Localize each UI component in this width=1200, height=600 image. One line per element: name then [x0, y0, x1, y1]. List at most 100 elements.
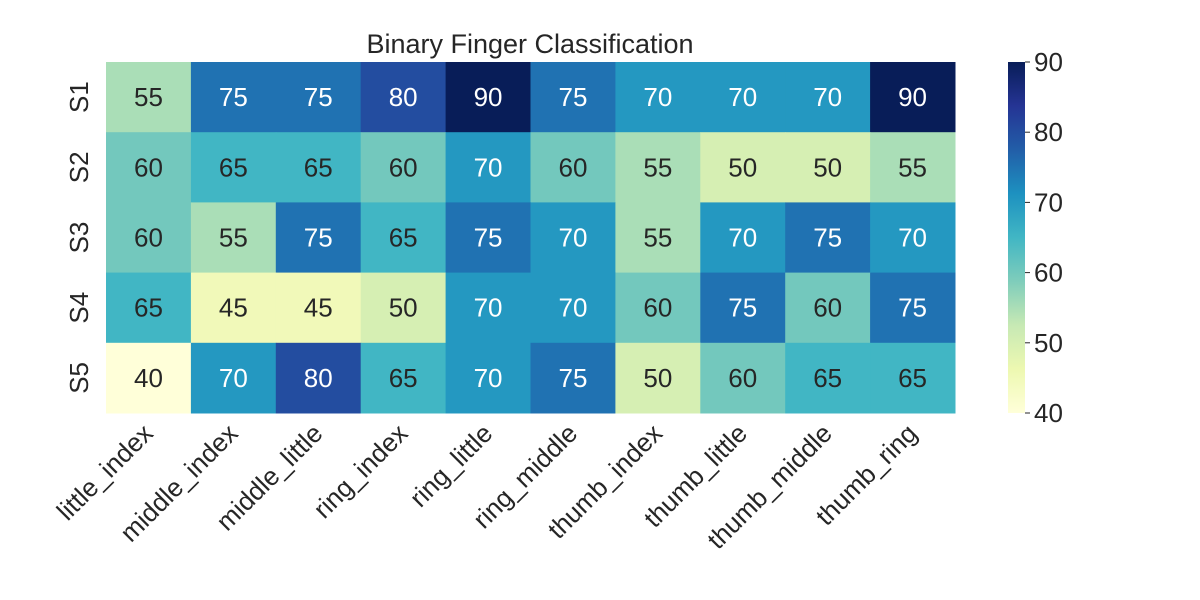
heatmap-cell-S4-middle_index — [190, 272, 277, 344]
heatmap-cell-S3-thumb_middle — [785, 202, 871, 274]
y-tick-label-S3: S3 — [64, 222, 94, 254]
heatmap-cell-S4-thumb_middle — [785, 272, 871, 344]
cell-value-label: 60 — [643, 293, 672, 323]
cell-value-label: 90 — [898, 82, 927, 112]
cell-value-label: 70 — [898, 223, 927, 253]
cell-value-label: 70 — [474, 293, 503, 323]
heatmap-cell-S5-thumb_little — [700, 342, 786, 414]
cell-value-label: 75 — [558, 363, 587, 393]
heatmap-cell-S5-middle_little — [275, 342, 362, 414]
heatmap-cell-S5-ring_little — [445, 342, 531, 414]
cell-value-label: 70 — [558, 223, 587, 253]
heatmap-cell-S2-little_index — [106, 132, 192, 203]
y-tick-label-S2: S2 — [64, 151, 94, 183]
colorbar: 40 50 60 70 80 90 — [1008, 47, 1063, 428]
cell-value-label: 80 — [304, 363, 333, 393]
x-tick-label-ring_index: ring_index — [307, 418, 413, 524]
heatmap-cell-S1-ring_index — [360, 62, 447, 133]
heatmap-cell-S3-thumb_ring — [870, 202, 956, 274]
heatmap-cell-S4-ring_index — [360, 272, 447, 344]
x-tick-labels: little_indexmiddle_indexmiddle_littlerin… — [51, 418, 923, 555]
heatmap-cell-S5-little_index — [106, 342, 192, 414]
cell-value-label: 80 — [389, 82, 418, 112]
heatmap-cell-S1-thumb_middle — [785, 62, 871, 133]
colorbar-tick-label-70: 70 — [1034, 187, 1063, 217]
heatmap-cell-S3-ring_middle — [530, 202, 616, 274]
heatmap-cell-S4-middle_little — [275, 272, 362, 344]
cell-value-label: 60 — [389, 152, 418, 182]
cell-value-label: 45 — [219, 293, 248, 323]
heatmap-cell-S3-ring_little — [445, 202, 531, 274]
heatmap-cell-S4-little_index — [106, 272, 192, 344]
heatmap-cell-S3-middle_little — [275, 202, 362, 274]
cell-value-label: 75 — [219, 82, 248, 112]
cell-value-label: 55 — [898, 152, 927, 182]
cell-value-label: 70 — [558, 293, 587, 323]
heatmap-cell-S5-ring_index — [360, 342, 447, 414]
heatmap-cell-S5-thumb_index — [615, 342, 701, 414]
heatmap-cell-S4-ring_little — [445, 272, 531, 344]
heatmap-cell-S1-thumb_ring — [870, 62, 956, 133]
cell-value-label: 70 — [219, 363, 248, 393]
cell-value-label: 55 — [643, 223, 672, 253]
colorbar-tick-label-60: 60 — [1034, 258, 1063, 288]
cell-value-label: 75 — [304, 82, 333, 112]
cell-value-label: 75 — [304, 223, 333, 253]
cell-value-label: 70 — [728, 82, 757, 112]
cell-value-label: 70 — [474, 363, 503, 393]
heatmap-cell-S3-thumb_little — [700, 202, 786, 274]
cell-value-label: 65 — [219, 152, 248, 182]
cell-value-label: 60 — [813, 293, 842, 323]
cell-value-label: 50 — [643, 363, 672, 393]
y-tick-label-S1: S1 — [64, 81, 94, 113]
heatmap-cells: 55 75 75 80 90 75 70 70 70 90 60 65 65 60 70 60 55 50 50 55… — [106, 62, 956, 414]
cell-value-label: 50 — [389, 293, 418, 323]
heatmap-cell-S1-little_index — [106, 62, 192, 133]
heatmap-cell-S2-middle_little — [275, 132, 362, 203]
heatmap-cell-S2-thumb_ring — [870, 132, 956, 203]
colorbar-gradient — [1008, 62, 1025, 413]
heatmap-cell-S2-middle_index — [190, 132, 277, 203]
cell-value-label: 45 — [304, 293, 333, 323]
cell-value-label: 60 — [134, 223, 163, 253]
heatmap-cell-S3-middle_index — [190, 202, 277, 274]
cell-value-label: 60 — [728, 363, 757, 393]
cell-value-label: 70 — [643, 82, 672, 112]
heatmap-cell-S1-middle_index — [190, 62, 277, 133]
cell-value-label: 65 — [134, 293, 163, 323]
cell-value-label: 70 — [474, 152, 503, 182]
heatmap-cell-S4-thumb_index — [615, 272, 701, 344]
y-tick-label-S4: S4 — [64, 292, 94, 324]
cell-value-label: 65 — [813, 363, 842, 393]
chart-title: Binary Finger Classification — [366, 29, 693, 59]
cell-value-label: 40 — [134, 363, 163, 393]
heatmap-cell-S1-ring_little — [445, 62, 531, 133]
cell-value-label: 50 — [813, 152, 842, 182]
heatmap-cell-S3-ring_index — [360, 202, 447, 274]
heatmap-cell-S5-thumb_middle — [785, 342, 871, 414]
cell-value-label: 50 — [728, 152, 757, 182]
heatmap-cell-S2-ring_middle — [530, 132, 616, 203]
y-tick-labels: S1 S2 S3 S4 S5 — [64, 81, 94, 394]
cell-value-label: 65 — [389, 363, 418, 393]
heatmap-cell-S4-thumb_little — [700, 272, 786, 344]
cell-value-label: 75 — [728, 293, 757, 323]
colorbar-tick-label-90: 90 — [1034, 47, 1063, 77]
cell-value-label: 90 — [474, 82, 503, 112]
heatmap-cell-S5-ring_middle — [530, 342, 616, 414]
cell-value-label: 70 — [813, 82, 842, 112]
heatmap-cell-S4-thumb_ring — [870, 272, 956, 344]
y-tick-label-S5: S5 — [64, 362, 94, 394]
cell-value-label: 75 — [558, 82, 587, 112]
heatmap-cell-S3-little_index — [106, 202, 192, 274]
heatmap-cell-S2-thumb_little — [700, 132, 786, 203]
cell-value-label: 65 — [389, 223, 418, 253]
heatmap-cell-S1-ring_middle — [530, 62, 616, 133]
colorbar-tick-label-40: 40 — [1034, 398, 1063, 428]
heatmap-cell-S2-thumb_index — [615, 132, 701, 203]
cell-value-label: 55 — [134, 82, 163, 112]
heatmap-cell-S5-thumb_ring — [870, 342, 956, 414]
heatmap-cell-S1-middle_little — [275, 62, 362, 133]
heatmap-cell-S1-thumb_little — [700, 62, 786, 133]
